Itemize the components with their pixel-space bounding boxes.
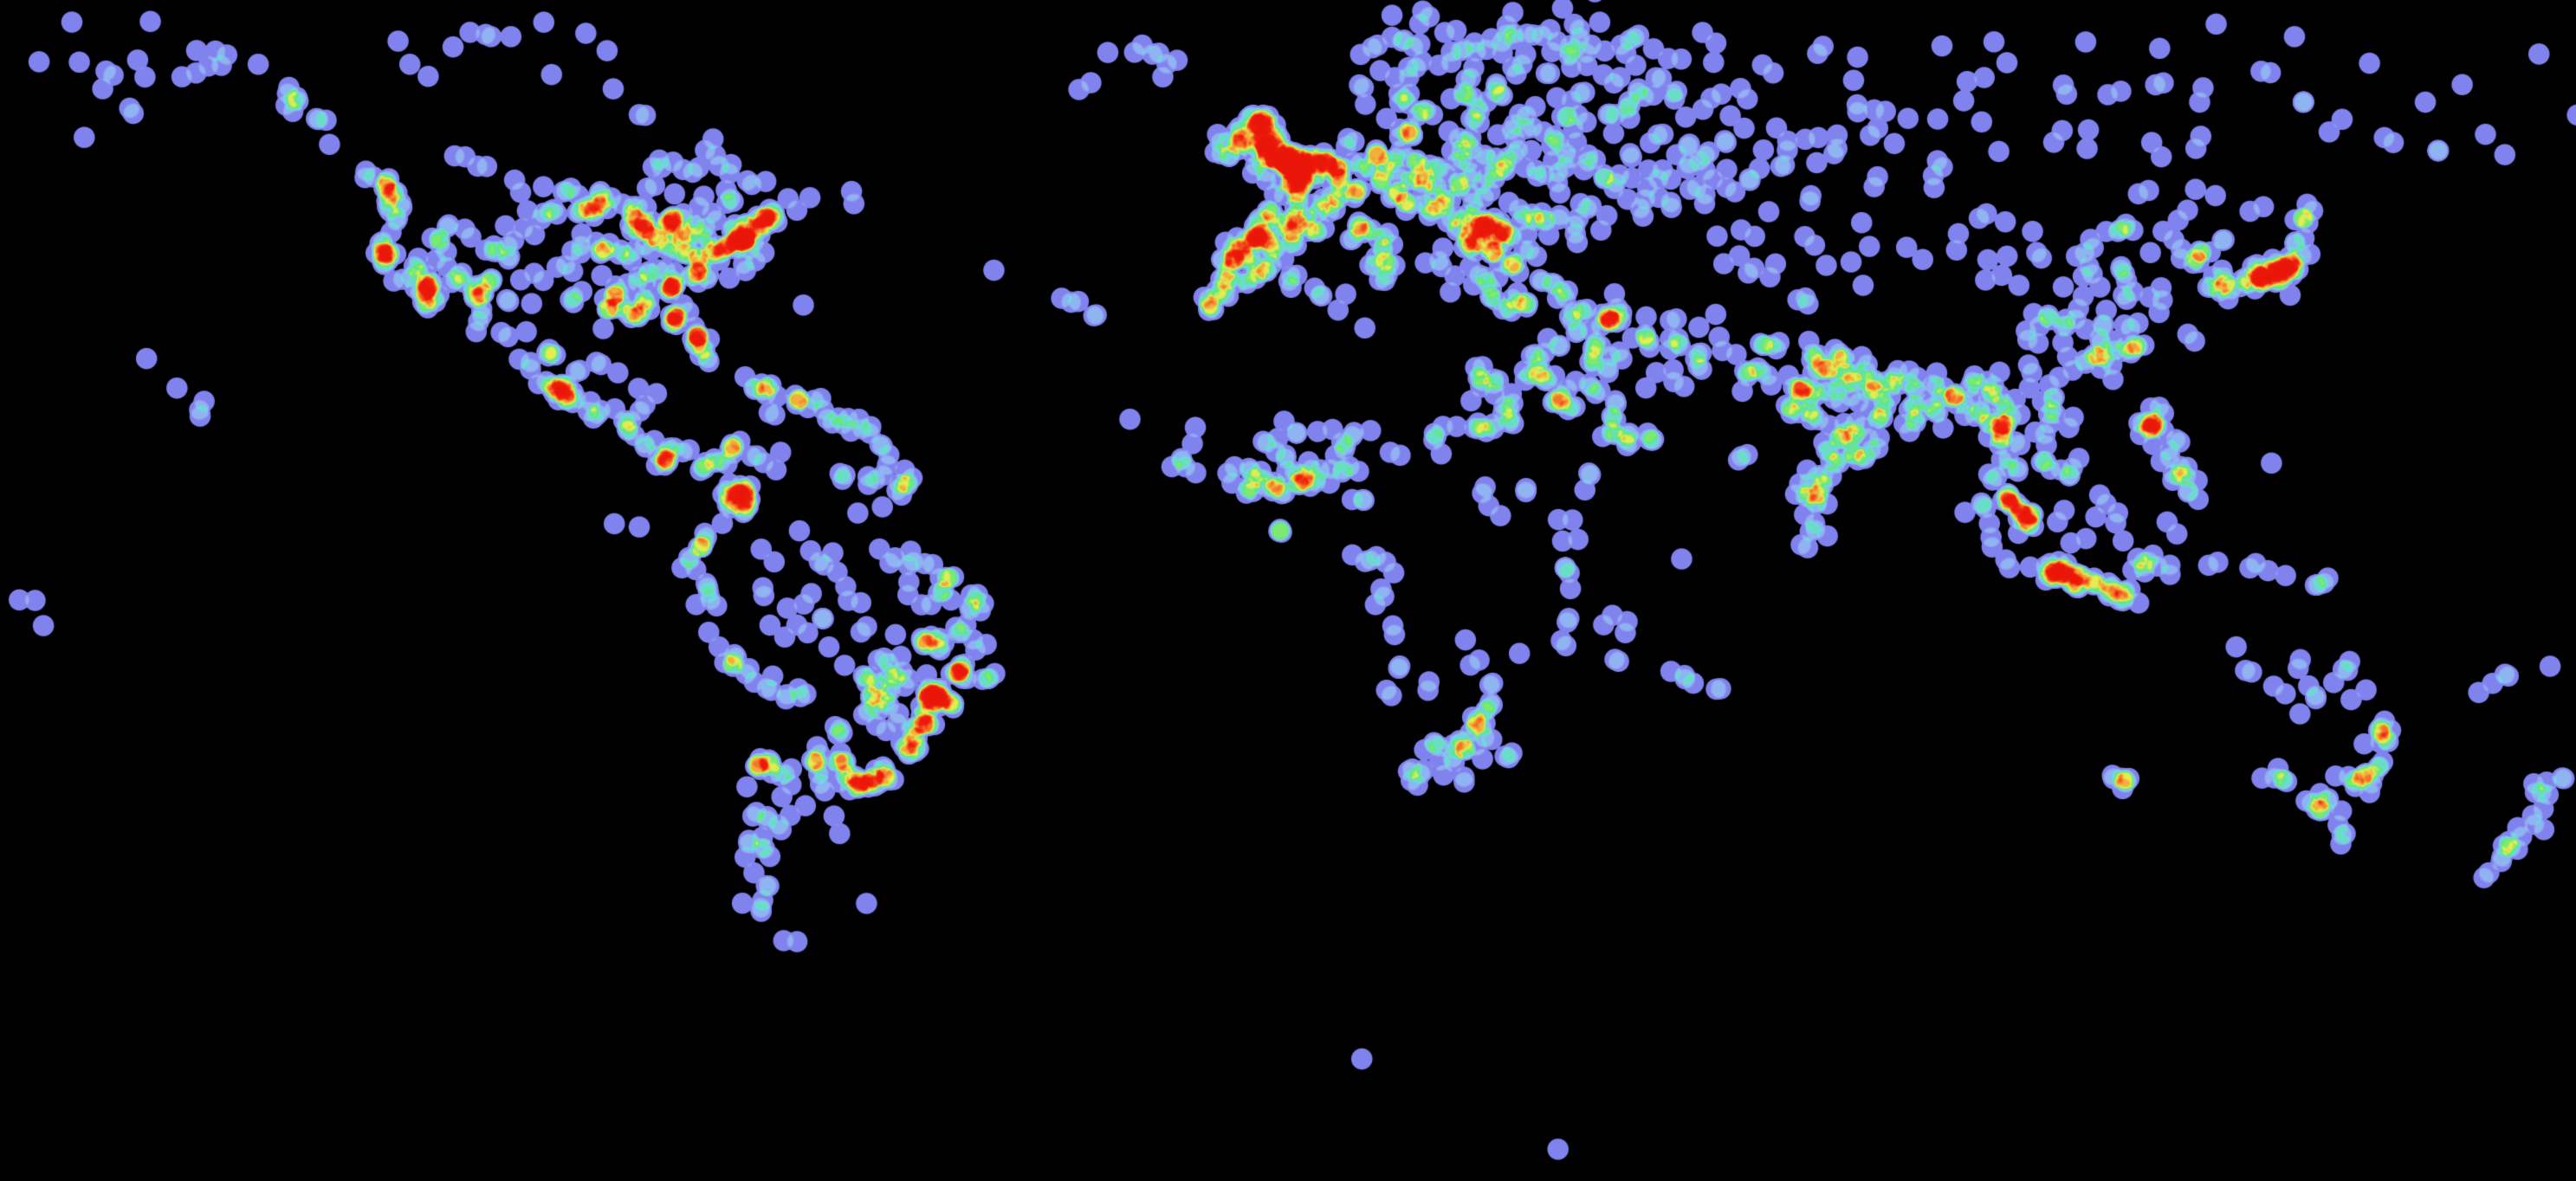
map-container: [0, 0, 2576, 1181]
world-heatmap-canvas: [0, 0, 2576, 1181]
